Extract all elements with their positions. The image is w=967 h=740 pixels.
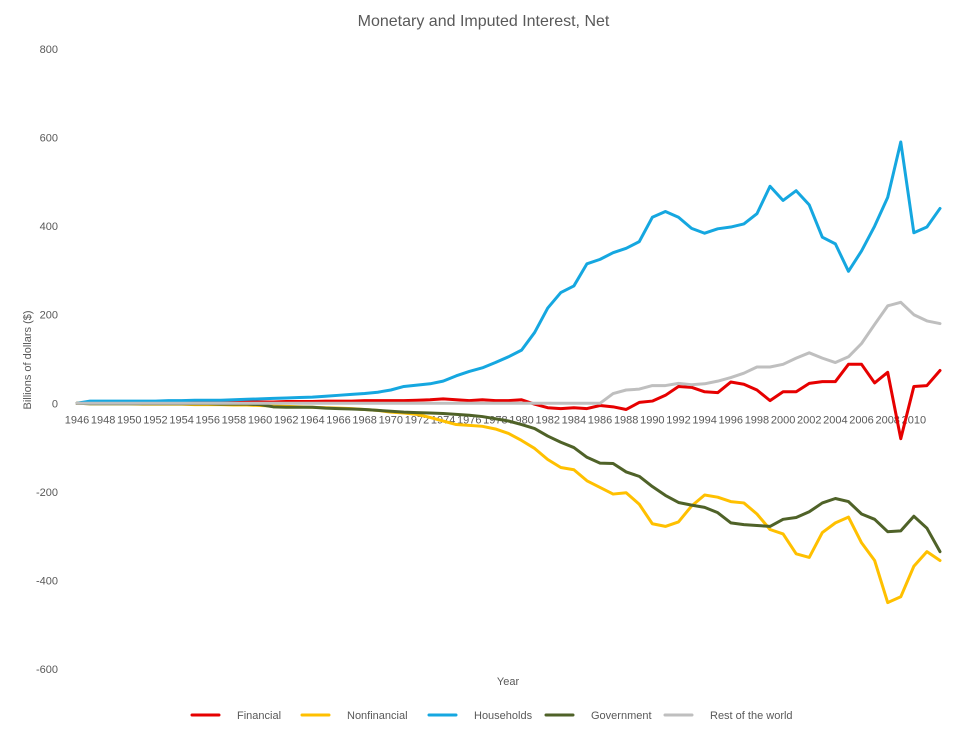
- legend: Financial Nonfinancial Households Governmen…: [190, 710, 793, 722]
- x-tick-label: 1956: [196, 414, 220, 426]
- legend-label: Government: [591, 710, 652, 722]
- series-lines: [75, 140, 942, 605]
- x-axis-label: Year: [497, 676, 520, 688]
- x-tick-label: 2008: [875, 414, 899, 426]
- x-tick-label: 1964: [300, 414, 324, 426]
- x-tick-label: 1950: [117, 414, 141, 426]
- x-tick-label: 1954: [169, 414, 193, 426]
- x-tick-label: 1988: [614, 414, 638, 426]
- y-tick-label: -600: [36, 664, 58, 676]
- x-tick-label: 1984: [562, 414, 586, 426]
- legend-label: Rest of the world: [710, 710, 793, 722]
- x-tick-label: 1982: [535, 414, 559, 426]
- y-tick-label: 800: [40, 44, 58, 56]
- chart-title: Monetary and Imputed Interest, Net: [358, 13, 610, 30]
- series-line-households: [75, 140, 942, 405]
- x-tick-label: 1958: [222, 414, 246, 426]
- x-tick-label: 2006: [849, 414, 873, 426]
- x-tick-label: 1996: [719, 414, 743, 426]
- y-tick-label: -400: [36, 575, 58, 587]
- x-tick-label: 2010: [902, 414, 926, 426]
- x-tick-label: 1986: [588, 414, 612, 426]
- x-tick-label: 1994: [692, 414, 716, 426]
- y-tick-label: 600: [40, 133, 58, 145]
- y-tick-label: 400: [40, 221, 58, 233]
- x-tick-label: 2000: [771, 414, 795, 426]
- y-tick-label: 0: [52, 398, 58, 410]
- legend-label: Nonfinancial: [347, 710, 408, 722]
- x-tick-label: 2004: [823, 414, 847, 426]
- x-tick-label: 1952: [143, 414, 167, 426]
- series-line-rest-of-the-world: [75, 300, 942, 405]
- x-tick-labels: 1946 1948 1950 1952 1954 1956 1958 1960 1962 1964…: [65, 414, 926, 426]
- x-tick-label: 1946: [65, 414, 89, 426]
- y-tick-label: -200: [36, 487, 58, 499]
- series-line-nonfinancial: [75, 401, 942, 605]
- x-tick-label: 1948: [91, 414, 115, 426]
- legend-label: Households: [474, 710, 533, 722]
- x-tick-label: 1990: [640, 414, 664, 426]
- x-tick-label: 1968: [352, 414, 376, 426]
- legend-label: Financial: [237, 710, 281, 722]
- y-axis-label: Billions of dollars ($): [22, 310, 34, 409]
- x-tick-label: 1966: [326, 414, 350, 426]
- x-tick-label: 1998: [745, 414, 769, 426]
- y-tick-label: 200: [40, 310, 58, 322]
- y-tick-labels: -600 -400 -200 0 200 400 600 800: [36, 44, 58, 676]
- x-tick-label: 1962: [274, 414, 298, 426]
- x-tick-label: 1992: [666, 414, 690, 426]
- x-tick-label: 2002: [797, 414, 821, 426]
- x-tick-label: 1970: [379, 414, 403, 426]
- x-tick-label: 1960: [248, 414, 272, 426]
